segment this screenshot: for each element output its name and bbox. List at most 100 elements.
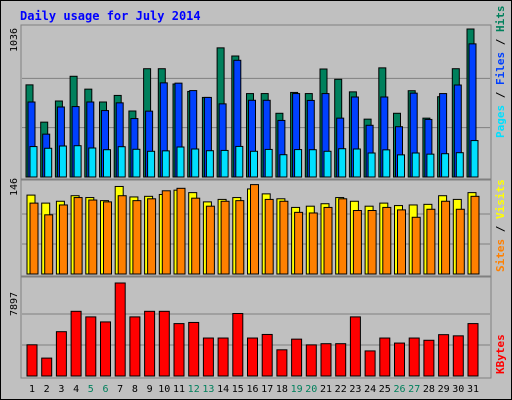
sites-bar	[441, 200, 451, 275]
pages-bar	[147, 150, 156, 178]
kbytes-bar	[320, 343, 332, 377]
kbytes-bar	[305, 344, 317, 377]
sites-bar	[294, 211, 304, 275]
sites-bar	[382, 206, 392, 275]
sites-bar	[367, 210, 377, 275]
x-tick-label: 30	[452, 384, 464, 395]
pages-bar	[338, 148, 347, 178]
sites-bar	[264, 198, 274, 275]
pages-bar	[411, 152, 420, 178]
sites-bar	[58, 204, 68, 275]
kbytes-bar	[452, 335, 464, 377]
pages-bar	[161, 150, 170, 178]
sites-bar	[103, 201, 112, 275]
kbytes-bar	[85, 316, 97, 377]
x-axis-labels: 1 2 3 4 5 6 7 8 9 10 11 12 13 14 15 16 17 18 19 20 21 22 23 24 2…	[29, 384, 479, 395]
x-tick-label: 29	[438, 384, 450, 395]
x-tick-label: 13	[202, 384, 214, 395]
pages-bar	[367, 152, 376, 178]
pages-bar	[250, 150, 258, 178]
x-tick-label: 15	[232, 384, 244, 395]
pages-bar	[455, 152, 464, 178]
pages-bar	[352, 148, 361, 178]
chart-title: Daily usage for July 2014	[20, 9, 201, 23]
sites-bar	[455, 208, 465, 275]
x-tick-label: 31	[467, 384, 479, 395]
sites-bar	[161, 190, 171, 275]
middle-scale-label: 146	[9, 178, 20, 196]
kbytes-bar	[379, 337, 391, 377]
middle-panel: 146 Sites / Visits	[9, 178, 507, 277]
kbytes-bar	[349, 316, 361, 377]
pages-bar	[191, 148, 200, 178]
legend-hits: Hits	[494, 6, 507, 33]
pages-bar	[103, 149, 111, 178]
bottom-panel: 7897 KBytes	[9, 276, 507, 379]
pages-bar	[264, 148, 273, 178]
x-tick-label: 28	[423, 384, 435, 395]
kbytes-bar	[335, 343, 347, 377]
sites-bar	[250, 184, 259, 275]
pages-bar	[44, 147, 53, 178]
x-tick-label: 24	[364, 384, 376, 395]
sites-bar	[323, 206, 333, 275]
legend-sites: Sites	[494, 239, 507, 272]
x-tick-label: 8	[132, 384, 138, 395]
pages-bar	[117, 146, 126, 178]
kbytes-bar	[129, 316, 141, 377]
pages-bar	[308, 149, 317, 178]
pages-bar	[323, 150, 332, 178]
kbytes-bar	[247, 337, 258, 377]
kbytes-bar	[188, 321, 200, 377]
sites-bar	[352, 210, 362, 275]
sites-bar	[132, 200, 142, 275]
pages-bar	[382, 149, 391, 178]
kbytes-bar	[276, 349, 288, 377]
x-tick-label: 16	[246, 384, 258, 395]
legend-files: Files	[494, 52, 507, 85]
x-tick-label: 23	[349, 384, 361, 395]
x-tick-label: 2	[44, 384, 50, 395]
kbytes-bar	[423, 339, 435, 377]
x-tick-label: 1	[29, 384, 35, 395]
kbytes-bar	[408, 337, 420, 377]
legend-visits: Visits	[494, 179, 507, 219]
sites-bar	[29, 202, 39, 275]
sites-bar	[411, 216, 421, 275]
legend-separator: /	[494, 219, 507, 239]
sites-bar	[338, 198, 348, 275]
sites-bar	[235, 200, 245, 275]
x-tick-label: 21	[320, 384, 332, 395]
pages-bar	[220, 149, 229, 178]
kbytes-bar	[26, 344, 38, 377]
sites-bar	[73, 197, 83, 275]
sites-bar	[220, 200, 230, 275]
pages-bar	[279, 154, 288, 178]
x-tick-label: 3	[58, 384, 64, 395]
legend-separator: /	[494, 85, 507, 105]
pages-bar	[470, 140, 479, 178]
x-tick-label: 18	[276, 384, 288, 395]
kbytes-bar	[364, 350, 376, 377]
top-panel: 1036 Pages / Files / Hits	[9, 6, 507, 180]
middle-bars	[26, 184, 480, 275]
pages-bar	[88, 147, 97, 178]
x-tick-label: 9	[147, 384, 153, 395]
x-tick-label: 22	[335, 384, 347, 395]
kbytes-bar	[55, 331, 67, 377]
bottom-scale-label: 7897	[9, 292, 20, 316]
sites-bar	[205, 205, 215, 275]
kbytes-bar	[438, 334, 450, 377]
pages-bar	[176, 146, 185, 178]
top-legend: Pages / Files / Hits	[494, 6, 507, 139]
x-tick-label: 25	[379, 384, 391, 395]
kbytes-bar	[291, 338, 303, 377]
x-tick-label: 5	[88, 384, 94, 395]
pages-bar	[205, 150, 214, 178]
sites-bar	[44, 214, 54, 275]
sites-bar	[397, 209, 406, 275]
x-tick-label: 10	[158, 384, 170, 395]
pages-bar	[294, 149, 303, 178]
kbytes-bar	[261, 333, 273, 377]
